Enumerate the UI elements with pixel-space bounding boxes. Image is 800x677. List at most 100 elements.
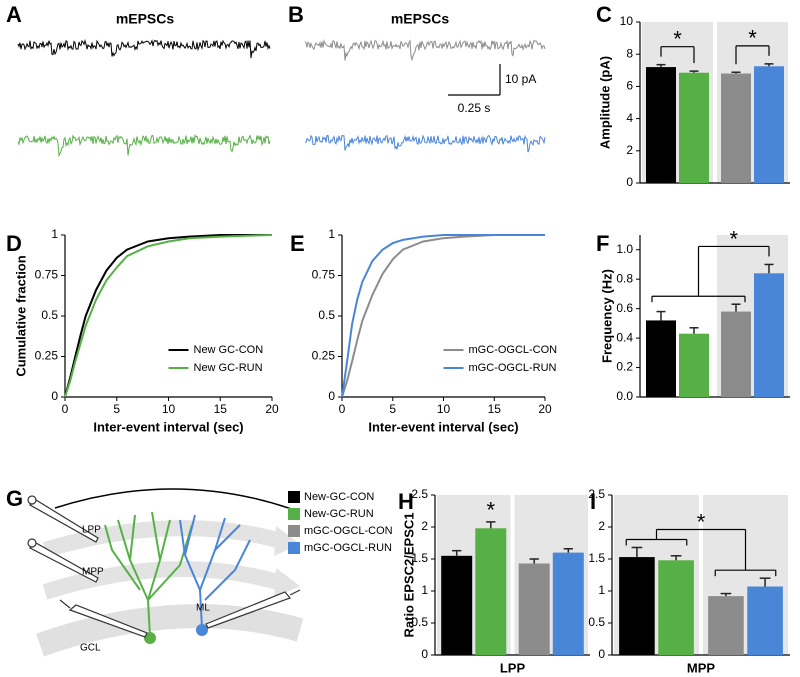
panel-letter: G	[6, 486, 23, 511]
significance: *	[673, 26, 682, 51]
bar	[441, 555, 473, 655]
y-tick-label: 2	[421, 519, 428, 533]
significance: *	[748, 26, 757, 51]
x-axis-label: Inter-event interval (sec)	[93, 419, 243, 434]
x-tick-label: 15	[488, 402, 502, 416]
x-tick-label: 10	[437, 402, 451, 416]
y-tick-label: 1	[51, 227, 58, 241]
trace	[17, 38, 271, 59]
bar	[747, 586, 783, 655]
pathway-arrow	[42, 520, 281, 558]
chart-title: mEPSCs	[391, 11, 450, 27]
bar	[552, 552, 584, 655]
significance: *	[729, 226, 738, 251]
panel-letter: I	[590, 489, 596, 514]
blue-neuron	[179, 514, 251, 629]
bar	[475, 528, 507, 655]
y-tick-label: 10	[620, 14, 634, 28]
y-tick-label: 1.0	[616, 242, 633, 256]
x-tick-label: 10	[162, 402, 176, 416]
y-tick-label: 0	[328, 389, 335, 403]
y-tick-label: 2.5	[411, 487, 428, 501]
panel-letter: H	[398, 489, 414, 514]
y-tick-label: 0.5	[41, 308, 58, 322]
y-tick-label: 1.5	[588, 551, 605, 565]
green-soma	[144, 632, 156, 644]
y-tick-label: 1	[421, 583, 428, 597]
bar	[721, 73, 751, 183]
scale-label: 0.25 s	[458, 101, 491, 115]
x-tick-label: 20	[538, 402, 552, 416]
x-tick-label: 15	[214, 402, 228, 416]
bar	[646, 320, 676, 397]
x-tick-label: 5	[113, 402, 120, 416]
legend-label: New GC-CON	[194, 344, 264, 356]
y-tick-label: 0.5	[318, 308, 335, 322]
panel-letter: D	[6, 231, 22, 256]
y-tick-label: 8	[626, 46, 633, 60]
x-tick-label: 5	[389, 402, 396, 416]
pathway-arrow	[42, 561, 281, 600]
diagram-g: LPP MPP ML GCL	[27, 488, 304, 657]
legend-label: mGC-OGCL-CON	[304, 525, 393, 537]
series-line	[341, 234, 545, 398]
y-tick-label: 0	[598, 647, 605, 661]
y-tick-label: 2	[626, 143, 633, 157]
y-tick-label: 0	[626, 175, 633, 189]
legend-label: New-GC-RUN	[304, 508, 374, 520]
panel-letter: C	[596, 2, 612, 27]
legend-label: mGC-OGCL-CON	[469, 344, 558, 356]
y-tick-label: 0.4	[616, 330, 633, 344]
y-tick-label: 0	[421, 647, 428, 661]
panel-letter: E	[290, 231, 305, 256]
chart-title: mEPSCs	[116, 11, 175, 27]
diagram-label: LPP	[82, 525, 101, 536]
legend-label: New-GC-CON	[304, 491, 374, 503]
legend-swatch	[288, 525, 300, 537]
y-tick-label: 0.25	[312, 349, 336, 363]
x-tick-label: 0	[339, 402, 346, 416]
legend-swatch	[288, 542, 300, 554]
scale-label: 10 pA	[505, 72, 536, 86]
layer-boundary	[54, 488, 301, 513]
legend-label: mGC-OGCL-RUN	[469, 362, 557, 374]
diagram-label: ML	[196, 603, 210, 614]
bar	[754, 273, 784, 397]
y-tick-label: 2.5	[588, 487, 605, 501]
legend-swatch	[288, 491, 300, 503]
diagram-label: MPP	[82, 567, 104, 578]
bar	[646, 67, 676, 183]
y-tick-label: 0.75	[312, 268, 336, 282]
arrow-head	[274, 526, 300, 556]
y-tick-label: 0.8	[616, 271, 633, 285]
bar	[679, 72, 709, 183]
series-line	[64, 234, 273, 398]
y-tick-label: 1	[328, 227, 335, 241]
y-tick-label: 0.2	[616, 360, 633, 374]
x-axis-label: MPP	[687, 660, 716, 675]
legend-label: mGC-OGCL-RUN	[304, 542, 392, 554]
green-neuron	[104, 511, 193, 637]
electrodes	[27, 495, 301, 638]
y-tick-label: 0.0	[616, 389, 633, 403]
trace	[304, 39, 546, 62]
panel-letter: B	[288, 2, 304, 27]
bar	[679, 333, 709, 397]
legend-swatch	[288, 508, 300, 520]
series-line	[341, 234, 545, 398]
y-tick-label: 1.5	[411, 551, 428, 565]
arrow-head	[274, 568, 300, 598]
trace	[304, 134, 546, 153]
panel-letter: F	[596, 231, 609, 256]
significance: *	[697, 509, 706, 534]
bar	[721, 311, 751, 397]
y-tick-label: 0.5	[411, 615, 428, 629]
y-axis-label: Amplitude (pA)	[597, 56, 612, 149]
legend-label: New GC-RUN	[194, 362, 263, 374]
y-axis-label: Frequency (Hz)	[599, 269, 614, 363]
y-tick-label: 0.6	[616, 301, 633, 315]
y-tick-label: 0.75	[35, 268, 59, 282]
y-tick-label: 0.5	[588, 615, 605, 629]
bar	[658, 560, 694, 655]
